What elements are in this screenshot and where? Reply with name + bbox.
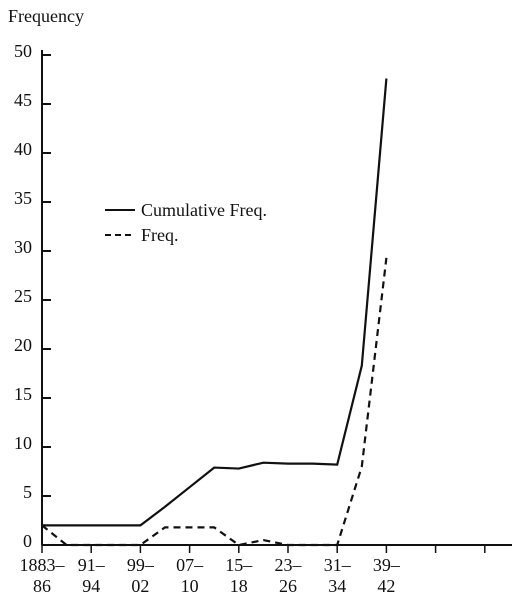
x-tick-label: 15– 18 (225, 555, 253, 596)
y-axis-label: Frequency (8, 6, 84, 26)
x-tick-label: 91– 94 (77, 555, 105, 596)
x-tick-label: 99– 02 (126, 555, 154, 596)
y-tick-label: 10 (14, 433, 32, 453)
legend-label: Cumulative Freq. (141, 200, 267, 220)
x-tick-label: 31– 34 (323, 555, 351, 596)
series-line (41, 257, 388, 547)
y-tick-label: 15 (14, 384, 32, 404)
x-tick-label: 23– 26 (274, 555, 302, 596)
x-tick-label: 07– 10 (176, 555, 204, 596)
y-tick-label: 20 (14, 335, 32, 355)
y-tick-label: 5 (23, 482, 32, 502)
x-tick-label: 1883– 86 (19, 555, 65, 596)
y-tick-label: 30 (14, 237, 32, 257)
series-line (42, 78, 388, 527)
y-tick-label: 50 (14, 41, 32, 61)
y-tick-label: 0 (23, 531, 32, 551)
y-tick-label: 25 (14, 286, 32, 306)
x-tick-label: 39– 42 (372, 555, 400, 596)
legend-label: Freq. (141, 225, 179, 245)
y-tick-label: 45 (14, 90, 32, 110)
y-tick-label: 40 (14, 139, 32, 159)
y-tick-label: 35 (14, 188, 32, 208)
